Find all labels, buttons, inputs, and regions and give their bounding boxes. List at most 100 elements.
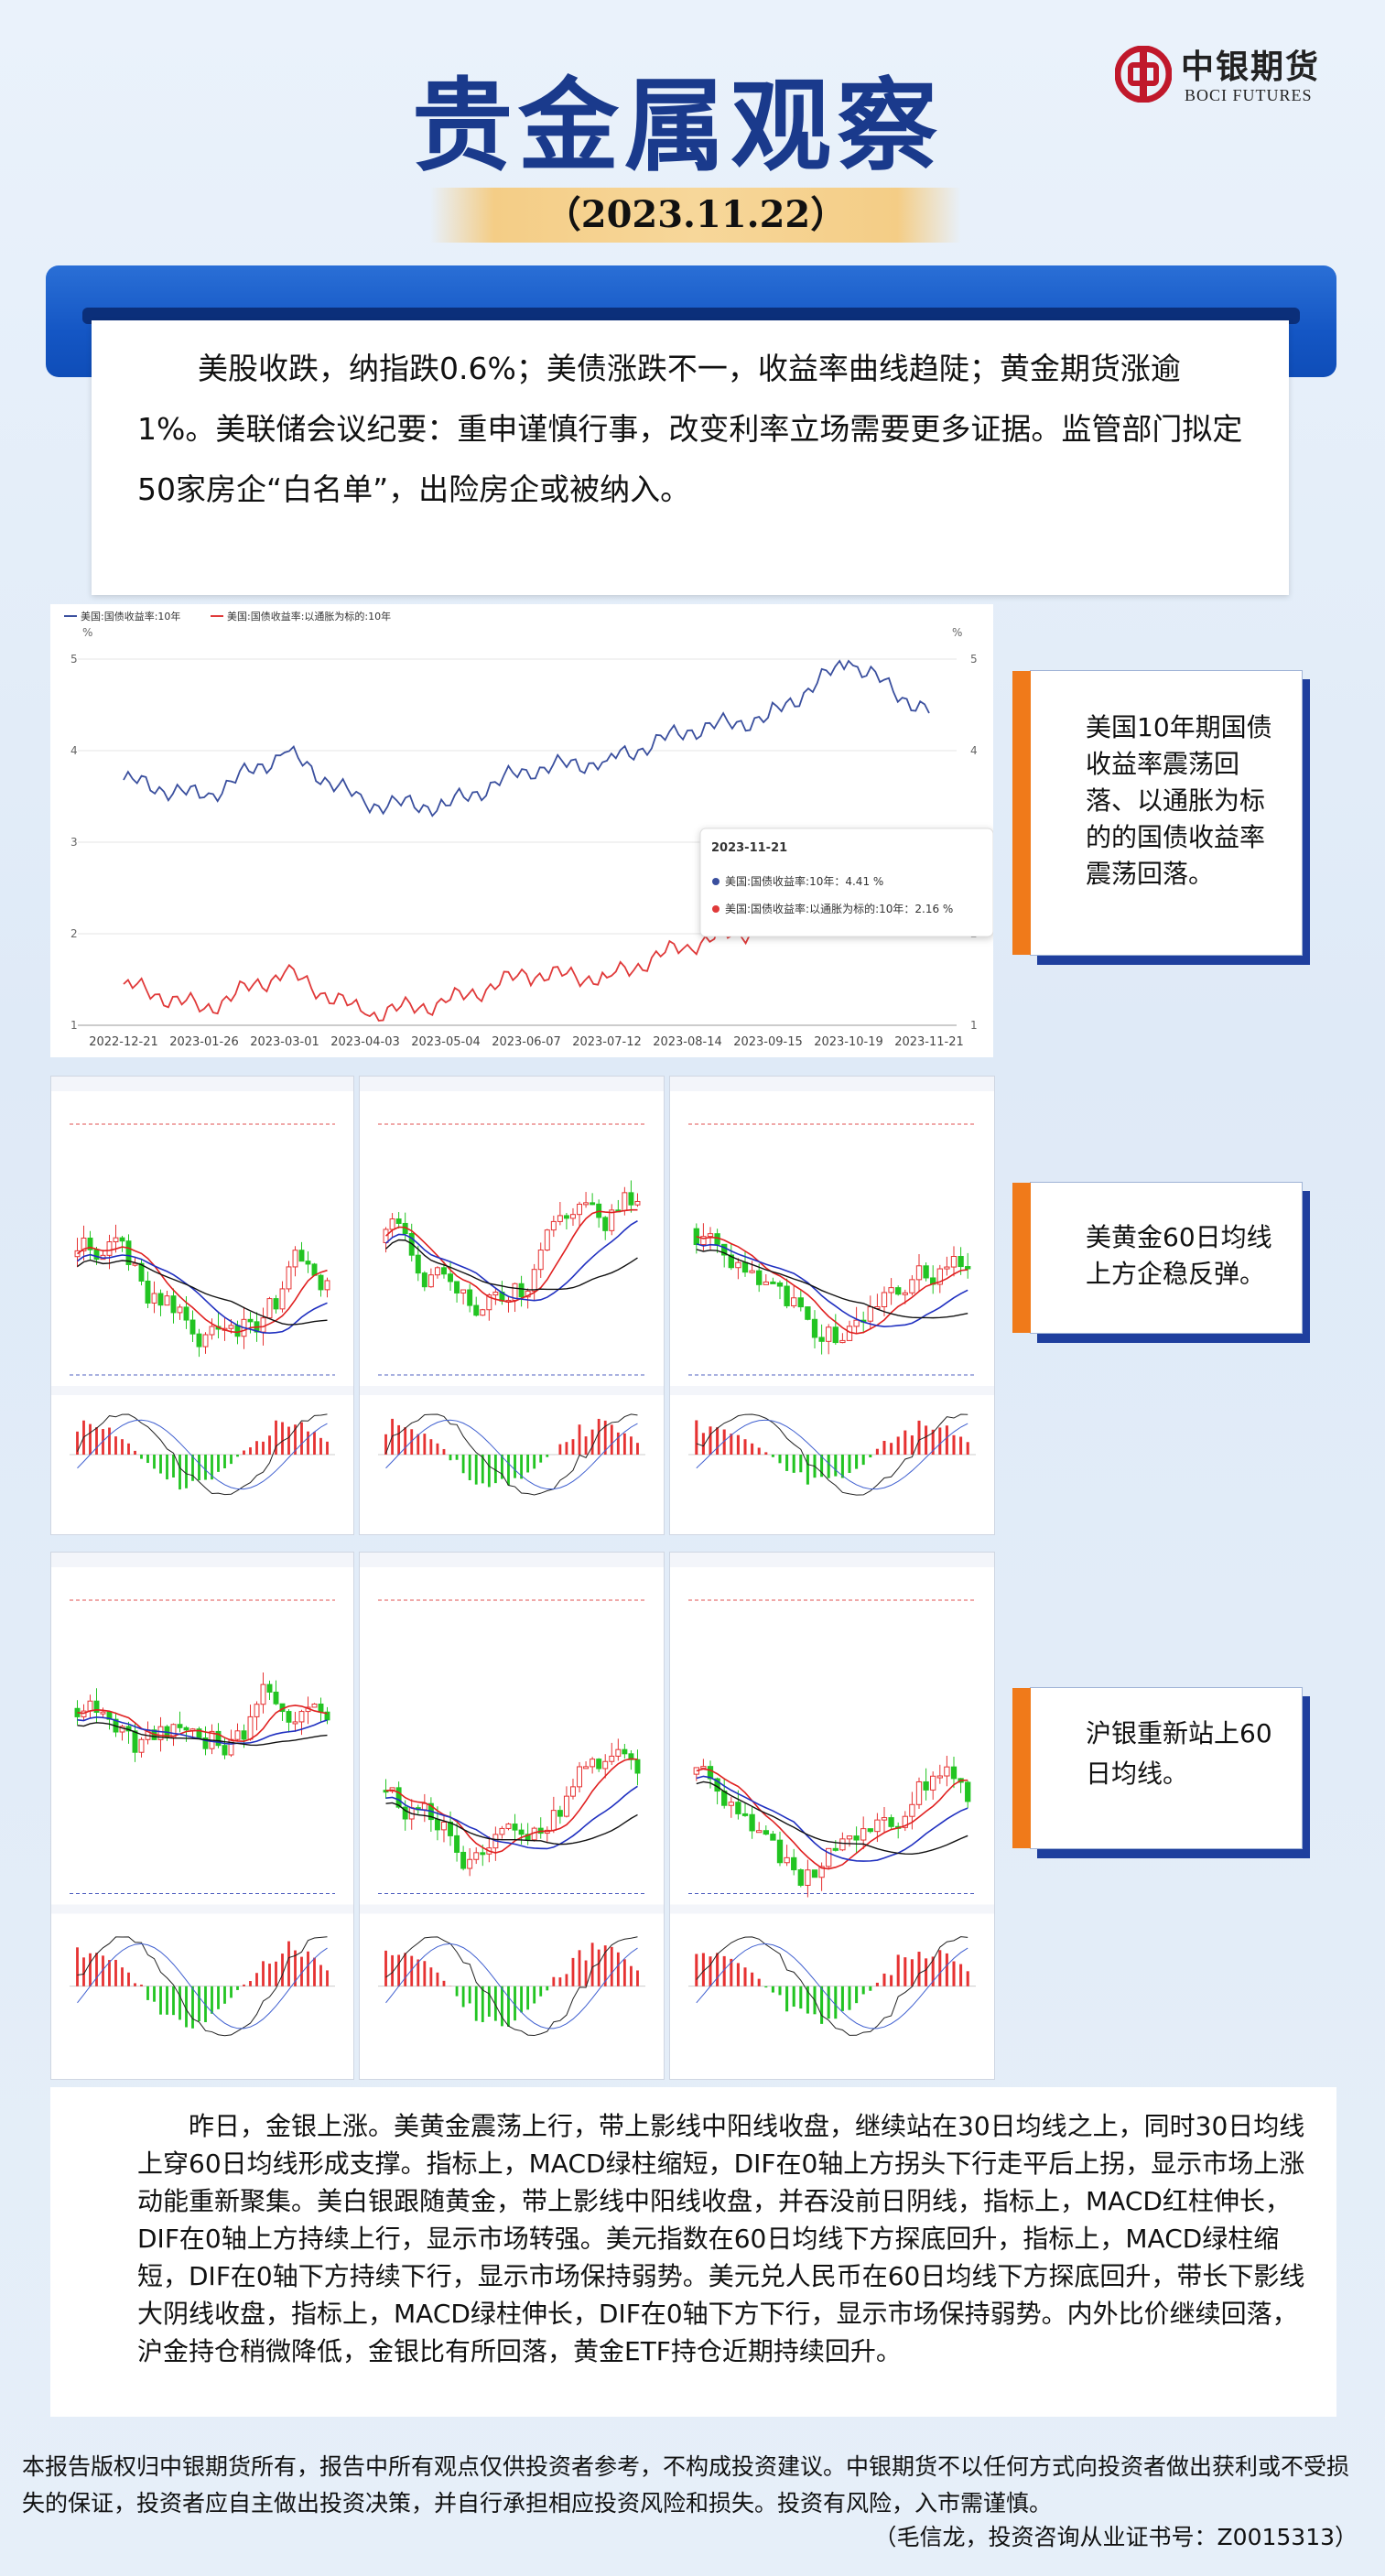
x-tick-label: 2023-10-19 (814, 1035, 883, 1049)
candle-body (839, 1339, 846, 1344)
macd-dea-line (77, 1943, 328, 2029)
kline-panel-shfe-gold (50, 1552, 354, 2080)
candle-body (867, 1306, 873, 1322)
candle-body (434, 1819, 440, 1831)
ma-line-blue (696, 1775, 968, 1862)
candle-body (202, 1737, 209, 1749)
x-tick-label: 2023-08-14 (653, 1035, 722, 1049)
candle-body (888, 1287, 894, 1293)
y-tick-label: 1 (970, 1019, 978, 1032)
candle-body (756, 1830, 763, 1834)
candle-body (846, 1835, 853, 1840)
candle-body (119, 1237, 125, 1242)
candle-body (749, 1813, 755, 1832)
y-tick-label: 4 (70, 744, 78, 757)
callout-silver: 沪银重新站上60日均线。 (1012, 1687, 1303, 1849)
candle-body (157, 1726, 164, 1740)
ma-line-black (77, 1259, 328, 1326)
candle-body (157, 1293, 164, 1306)
candle-body (832, 1326, 839, 1344)
page-title: 贵金属观察 (412, 68, 943, 185)
kline-chart (51, 1553, 353, 2037)
candle-body (570, 1786, 576, 1797)
logo-en: BOCI FUTURES (1185, 86, 1313, 104)
candle-body (826, 1847, 832, 1867)
candle-body (460, 1289, 467, 1293)
candle-body (628, 1192, 634, 1206)
candle-body (389, 1218, 395, 1230)
candle-body (196, 1333, 202, 1348)
kline-chart (670, 1553, 994, 2036)
x-tick-label: 2023-09-15 (733, 1035, 803, 1049)
candle-body (791, 1856, 797, 1871)
candle-body (448, 1273, 453, 1283)
legend-label: 美国:国债收益率:以通胀为标的:10年 (227, 610, 391, 622)
yield-chart-svg: 美国:国债收益率:10年美国:国债收益率:以通胀为标的:10年%%1122334… (64, 610, 994, 1049)
candle-body (402, 1806, 408, 1820)
kline-panel-silver (359, 1076, 665, 1535)
ma-line-black (385, 1239, 638, 1291)
candle-body (454, 1835, 460, 1853)
macd-header-bar (51, 1904, 353, 1914)
logo-cn: 中银期货 (1181, 49, 1321, 86)
candle-body (241, 1730, 247, 1740)
candle-body (634, 1759, 641, 1774)
candle-body (965, 1266, 971, 1270)
candle-body (324, 1280, 330, 1291)
ma-line-black (696, 1249, 968, 1319)
candle-body (286, 1266, 292, 1290)
candle-body (735, 1802, 741, 1814)
candle-body (797, 1869, 804, 1886)
candle-body (234, 1325, 241, 1337)
candle-body (590, 1202, 596, 1206)
candle-body (266, 1683, 273, 1693)
y-unit-right: % (952, 626, 962, 639)
legend-label: 美国:国债收益率:10年 (81, 610, 180, 622)
candle-body (473, 1304, 480, 1316)
candle-body (138, 1262, 145, 1282)
candle-body (106, 1711, 113, 1720)
candle-body (441, 1267, 447, 1275)
candle-body (518, 1283, 525, 1298)
y-tick-label: 4 (970, 744, 978, 757)
tooltip-row: 美国:国债收益率:以通胀为标的:10年：2.16 % (725, 902, 953, 915)
candle-body (87, 1700, 93, 1712)
candle-body (811, 1869, 818, 1878)
candle-body (177, 1306, 183, 1314)
candle-body (700, 1236, 707, 1246)
candle-body (480, 1309, 486, 1316)
candle-body (728, 1802, 734, 1806)
candle-body (776, 1282, 784, 1287)
analysis-text: 昨日，金银上涨。美黄金震荡上行，带上影线中阳线收盘，继续站在30日均线之上，同时… (137, 2111, 1305, 2366)
y-tick-label: 2 (70, 927, 78, 940)
series-line (123, 659, 930, 817)
candle-body (881, 1292, 888, 1307)
candle-body (909, 1279, 915, 1293)
candle-body (965, 1781, 971, 1802)
y-tick-label: 3 (70, 836, 78, 849)
candle-body (222, 1745, 228, 1756)
candle-body (615, 1748, 622, 1757)
candle-body (839, 1838, 846, 1851)
boc-logo-icon (1115, 46, 1172, 103)
macd-header-bar (670, 1386, 994, 1395)
ma-line-black (696, 1780, 968, 1856)
candle-body (460, 1851, 467, 1869)
macd-header-bar (360, 1386, 664, 1395)
candle-body (189, 1319, 196, 1335)
candle-body (805, 1869, 811, 1887)
macd-dif-line (77, 1413, 328, 1496)
candle-body (318, 1274, 324, 1291)
y-unit-left: % (82, 626, 92, 639)
candle-body (902, 1815, 908, 1828)
candle-body (286, 1711, 292, 1723)
candle-body (421, 1802, 427, 1811)
candle-body (888, 1817, 894, 1827)
tooltip-row: 美国:国债收益率:10年：4.41 % (725, 874, 883, 888)
candle-body (260, 1317, 266, 1333)
candle-body (151, 1293, 157, 1304)
candle-body (81, 1237, 87, 1251)
candle-body (583, 1202, 590, 1206)
candle-body (909, 1803, 915, 1817)
candle-body (395, 1787, 402, 1808)
